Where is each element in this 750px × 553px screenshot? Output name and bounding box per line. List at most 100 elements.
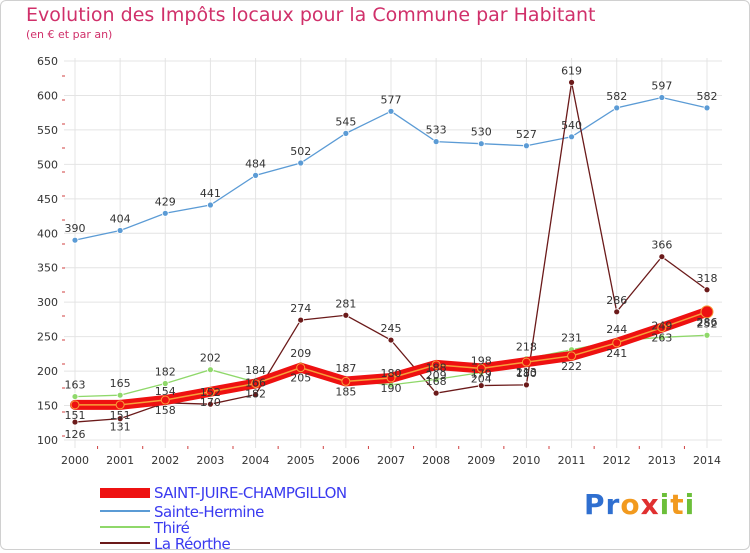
data-label-2: 198 — [471, 354, 492, 367]
logo-letter: i — [659, 488, 671, 521]
data-label-3: 274 — [290, 302, 311, 315]
legend-swatch-sainte-hermine — [100, 510, 150, 512]
series-point-2 — [116, 391, 124, 399]
data-label-3: 286 — [606, 294, 627, 307]
series-point-1 — [387, 107, 395, 115]
series-point-3 — [71, 418, 79, 426]
data-label-3: 281 — [335, 297, 356, 310]
y-tick-label: 300 — [37, 296, 58, 309]
series-point-1 — [116, 227, 124, 234]
series-point-3 — [613, 308, 621, 316]
data-label-2: 252 — [697, 317, 718, 330]
series-point-0 — [476, 363, 486, 373]
series-point-0 — [341, 376, 351, 386]
series-point-2 — [207, 366, 214, 374]
chart-title: Evolution des Impôts locaux pour la Comm… — [26, 4, 596, 26]
series-point-0 — [251, 378, 261, 388]
data-label-1: 530 — [471, 126, 492, 139]
y-tick-label: 650 — [37, 55, 58, 68]
series-point-0 — [612, 338, 622, 348]
proxiti-logo: Proxiti — [584, 488, 695, 521]
data-label-2: 187 — [335, 362, 356, 375]
x-tick-label: 2006 — [332, 454, 360, 467]
data-label-3: 154 — [155, 385, 176, 398]
x-tick-label: 2011 — [558, 454, 586, 467]
axes: 650 600 550 500 450 400 350 300 250 200 150 1002000… — [37, 55, 721, 467]
series-point-1 — [207, 201, 214, 209]
data-label-2: 249 — [651, 319, 672, 332]
y-tick-label: 200 — [37, 365, 58, 378]
legend-label-saint-juire: SAINT-JUIRE-CHAMPGILLON — [154, 484, 347, 502]
data-label-3: 366 — [651, 239, 672, 252]
x-tick-label: 2013 — [648, 454, 676, 467]
series-point-3 — [568, 78, 575, 86]
series-layer — [70, 78, 714, 426]
legend-swatch-la-reorthe — [100, 542, 150, 544]
data-label-2: 244 — [606, 323, 627, 336]
legend-label-sainte-hermine: Sainte-Hermine — [154, 503, 264, 521]
data-label-3: 318 — [697, 272, 718, 285]
data-label-2: 163 — [65, 379, 86, 392]
data-label-1: 577 — [381, 93, 402, 106]
data-label-0: 182 — [245, 387, 266, 400]
series-point-3 — [703, 286, 711, 294]
series-point-1 — [523, 142, 530, 150]
series-point-0 — [521, 357, 531, 367]
data-label-2: 165 — [110, 377, 131, 390]
series-point-0 — [657, 323, 667, 333]
data-label-0: 241 — [606, 347, 627, 360]
legend-swatch-thire — [100, 526, 150, 528]
legend-label-la-reorthe: La Réorthe — [154, 535, 231, 553]
data-label-2: 202 — [200, 352, 221, 365]
data-label-0: 204 — [471, 372, 492, 385]
series-point-2 — [161, 380, 169, 387]
logo-letter: i — [684, 488, 696, 521]
data-label-0: 190 — [381, 382, 402, 395]
series-point-1 — [342, 129, 350, 137]
data-label-1: 533 — [426, 124, 447, 137]
data-label-0: 263 — [651, 332, 672, 345]
data-label-1: 540 — [561, 119, 582, 132]
data-label-1: 484 — [245, 157, 266, 170]
series-point-3 — [387, 336, 395, 344]
x-tick-label: 2005 — [287, 454, 315, 467]
series-point-2 — [432, 375, 440, 383]
x-tick-label: 2014 — [693, 454, 721, 467]
series-point-2 — [703, 331, 711, 339]
series-point-3 — [207, 400, 214, 408]
series-point-3 — [116, 415, 124, 423]
data-label-3: 245 — [381, 322, 402, 335]
series-point-3 — [297, 316, 305, 324]
data-label-1: 527 — [516, 128, 537, 141]
logo-letter: P — [584, 488, 606, 521]
data-label-3: 168 — [426, 375, 447, 388]
y-tick-label: 500 — [37, 158, 58, 171]
logo-letter: r — [605, 488, 621, 521]
y-tick-label: 400 — [37, 227, 58, 240]
y-tick-label: 450 — [37, 193, 58, 206]
data-label-1: 545 — [335, 115, 356, 128]
legend-label-thire: Thiré — [154, 519, 190, 537]
x-tick-label: 2008 — [422, 454, 450, 467]
data-label-1: 597 — [651, 80, 672, 93]
series-point-3 — [477, 382, 485, 389]
data-label-1: 429 — [155, 195, 176, 208]
x-tick-label: 2010 — [512, 454, 540, 467]
series-point-3 — [252, 391, 259, 398]
chart-subtitle: (en € et par an) — [26, 28, 113, 41]
logo-letter: o — [620, 488, 641, 521]
x-tick-label: 2000 — [61, 454, 89, 467]
series-point-3 — [523, 381, 530, 389]
series-point-1 — [477, 140, 485, 148]
data-label-2: 182 — [155, 365, 176, 378]
data-label-2: 184 — [245, 364, 266, 377]
series-point-3 — [432, 389, 440, 397]
data-label-3: 179 — [471, 368, 492, 381]
data-label-3: 180 — [516, 367, 537, 380]
series-point-0 — [431, 360, 441, 370]
data-label-2: 180 — [381, 367, 402, 380]
data-label-0: 213 — [516, 366, 537, 379]
data-label-2: 218 — [516, 341, 537, 354]
x-tick-label: 2007 — [377, 454, 405, 467]
